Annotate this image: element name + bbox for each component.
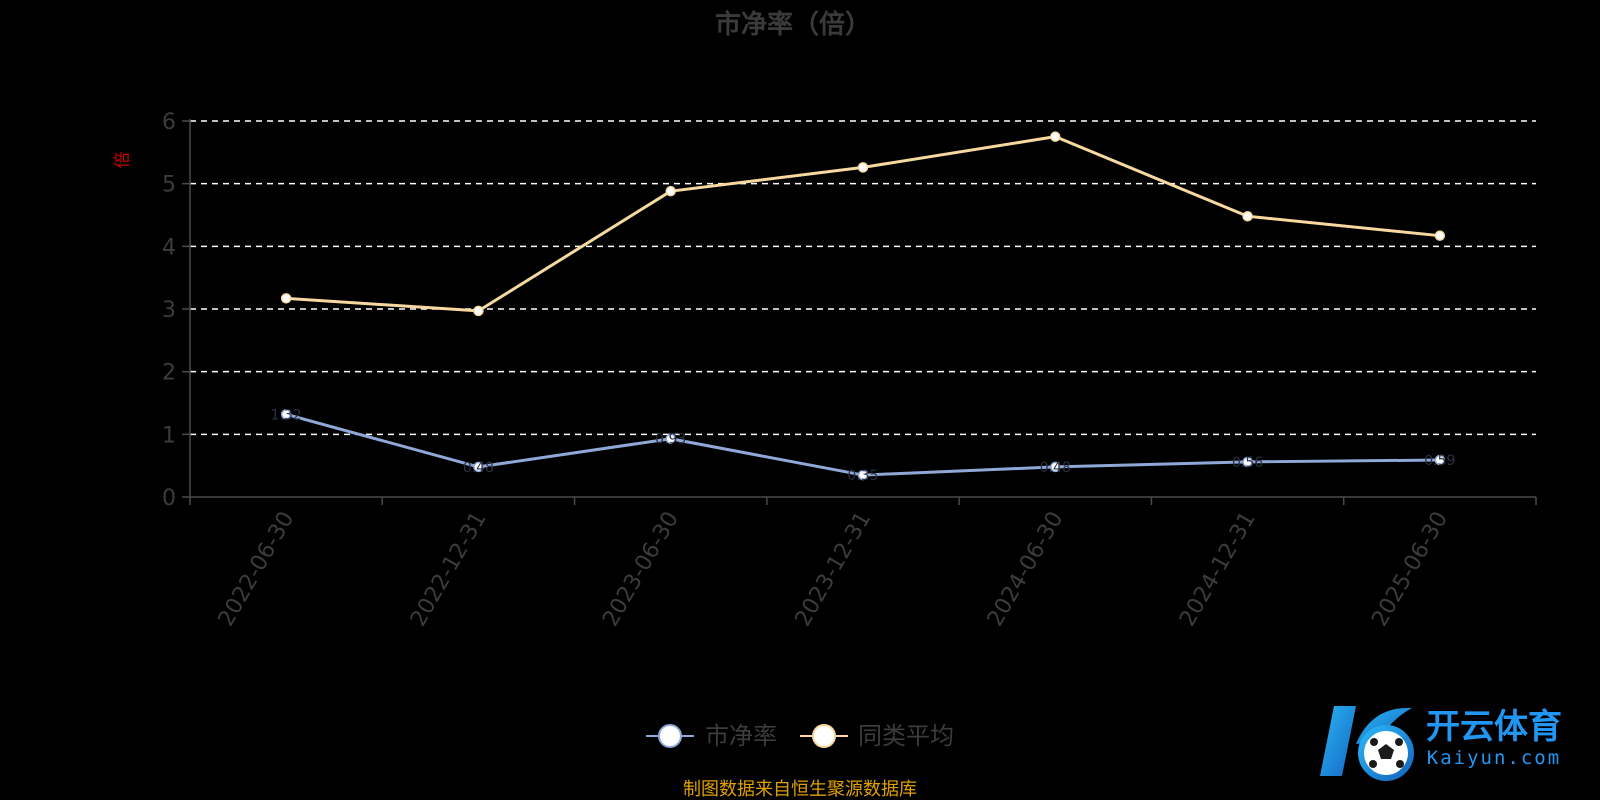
- series-2: [280, 131, 1446, 317]
- series-2-point-2023-06-30[interactable]: [665, 185, 676, 197]
- y-axis-unit-label: 倍: [113, 152, 133, 169]
- chart-title: 市净率（倍）: [715, 9, 871, 40]
- series-2-point-2024-06-30[interactable]: [1050, 131, 1061, 142]
- y-tick-label-0: 0: [162, 486, 176, 511]
- y-tick-label-1: 1: [162, 423, 176, 448]
- series-2-point-2023-12-31[interactable]: [857, 162, 869, 173]
- series-1-point-2023-06-30[interactable]: [665, 433, 676, 444]
- logo-brand-text: 开云体育: [1426, 707, 1562, 747]
- logo-domain-text: Kaiyun.com: [1427, 747, 1561, 769]
- series-1-data-label-2025-06-30: 0.59: [1424, 453, 1455, 469]
- legend-marker-series-2: [812, 724, 836, 748]
- series-1-data-label-2024-06-30: 0.48: [1040, 460, 1071, 476]
- series-1-point-2023-12-31[interactable]: [857, 469, 869, 481]
- data-source-note: 制图数据来自恒生聚源数据库: [683, 779, 917, 800]
- logo-k-stem: [1320, 706, 1356, 776]
- x-tick-label-2024-06-30: 2024-06-30: [983, 508, 1069, 631]
- legend-marker-series-1: [658, 724, 682, 748]
- series-1-point-2022-06-30[interactable]: [280, 409, 292, 420]
- x-tick-label-2024-12-31: 2024-12-31: [1175, 508, 1261, 631]
- kaiyun-logo: 开云体育 Kaiyun.com: [1320, 706, 1562, 781]
- series-2-point-2022-06-30[interactable]: [280, 293, 292, 304]
- y-tick-label-3: 3: [162, 298, 176, 323]
- x-tick-label-2023-12-31: 2023-12-31: [791, 508, 877, 631]
- x-tick-label-2022-12-31: 2022-12-31: [406, 508, 492, 631]
- series-2-point-2024-12-31[interactable]: [1242, 211, 1253, 222]
- legend[interactable]: 市净率 同类平均: [646, 722, 954, 750]
- x-tick-label-2025-06-30: 2025-06-30: [1367, 508, 1453, 631]
- legend-item-series-1[interactable]: 市净率: [646, 722, 777, 750]
- x-tick-label-2022-06-30: 2022-06-30: [214, 508, 300, 631]
- series-2-point-2025-06-30[interactable]: [1434, 230, 1446, 241]
- grid-lines: [190, 120, 1536, 436]
- series-2-point-2022-12-31[interactable]: [473, 305, 484, 317]
- y-tick-label-5: 5: [162, 173, 176, 198]
- logo-ball-patch: [1378, 744, 1394, 759]
- legend-label-series-1: 市净率: [705, 722, 777, 750]
- series-1-data-label-2022-12-31: 0.48: [463, 460, 494, 476]
- legend-label-series-2: 同类平均: [858, 722, 954, 750]
- series-line-1: [285, 412, 1440, 477]
- series-1-point-2024-06-30[interactable]: [1050, 461, 1061, 473]
- series-1-data-label-2023-06-30: 0.93: [655, 432, 686, 448]
- series-1-data-label-2022-06-30: 1.32: [271, 407, 302, 423]
- y-tick-label-2: 2: [162, 361, 176, 386]
- series-1-point-2022-12-31[interactable]: [473, 461, 484, 473]
- axes: [182, 119, 1537, 505]
- legend-item-series-2[interactable]: 同类平均: [800, 722, 954, 750]
- series: 1.32 0.48 0.93 0.35 0.48 0.56 0.59: [271, 131, 1456, 484]
- series-1-data-label-2023-12-31: 0.35: [847, 468, 878, 484]
- series-1-point-2024-12-31[interactable]: [1242, 456, 1253, 468]
- x-tick-labels: 2022-06-30 2022-12-31 2023-06-30 2023-12-31…: [214, 508, 1453, 631]
- y-tick-label-6: 6: [162, 110, 176, 135]
- series-1: 1.32 0.48 0.93 0.35 0.48 0.56 0.59: [271, 407, 1456, 484]
- y-tick-label-4: 4: [162, 235, 176, 260]
- series-1-data-label-2024-12-31: 0.56: [1232, 455, 1263, 471]
- y-tick-labels: 0 1 2 3 4 5 6: [162, 110, 176, 511]
- x-tick-label-2023-06-30: 2023-06-30: [598, 508, 684, 631]
- series-1-point-2025-06-30[interactable]: [1434, 454, 1446, 466]
